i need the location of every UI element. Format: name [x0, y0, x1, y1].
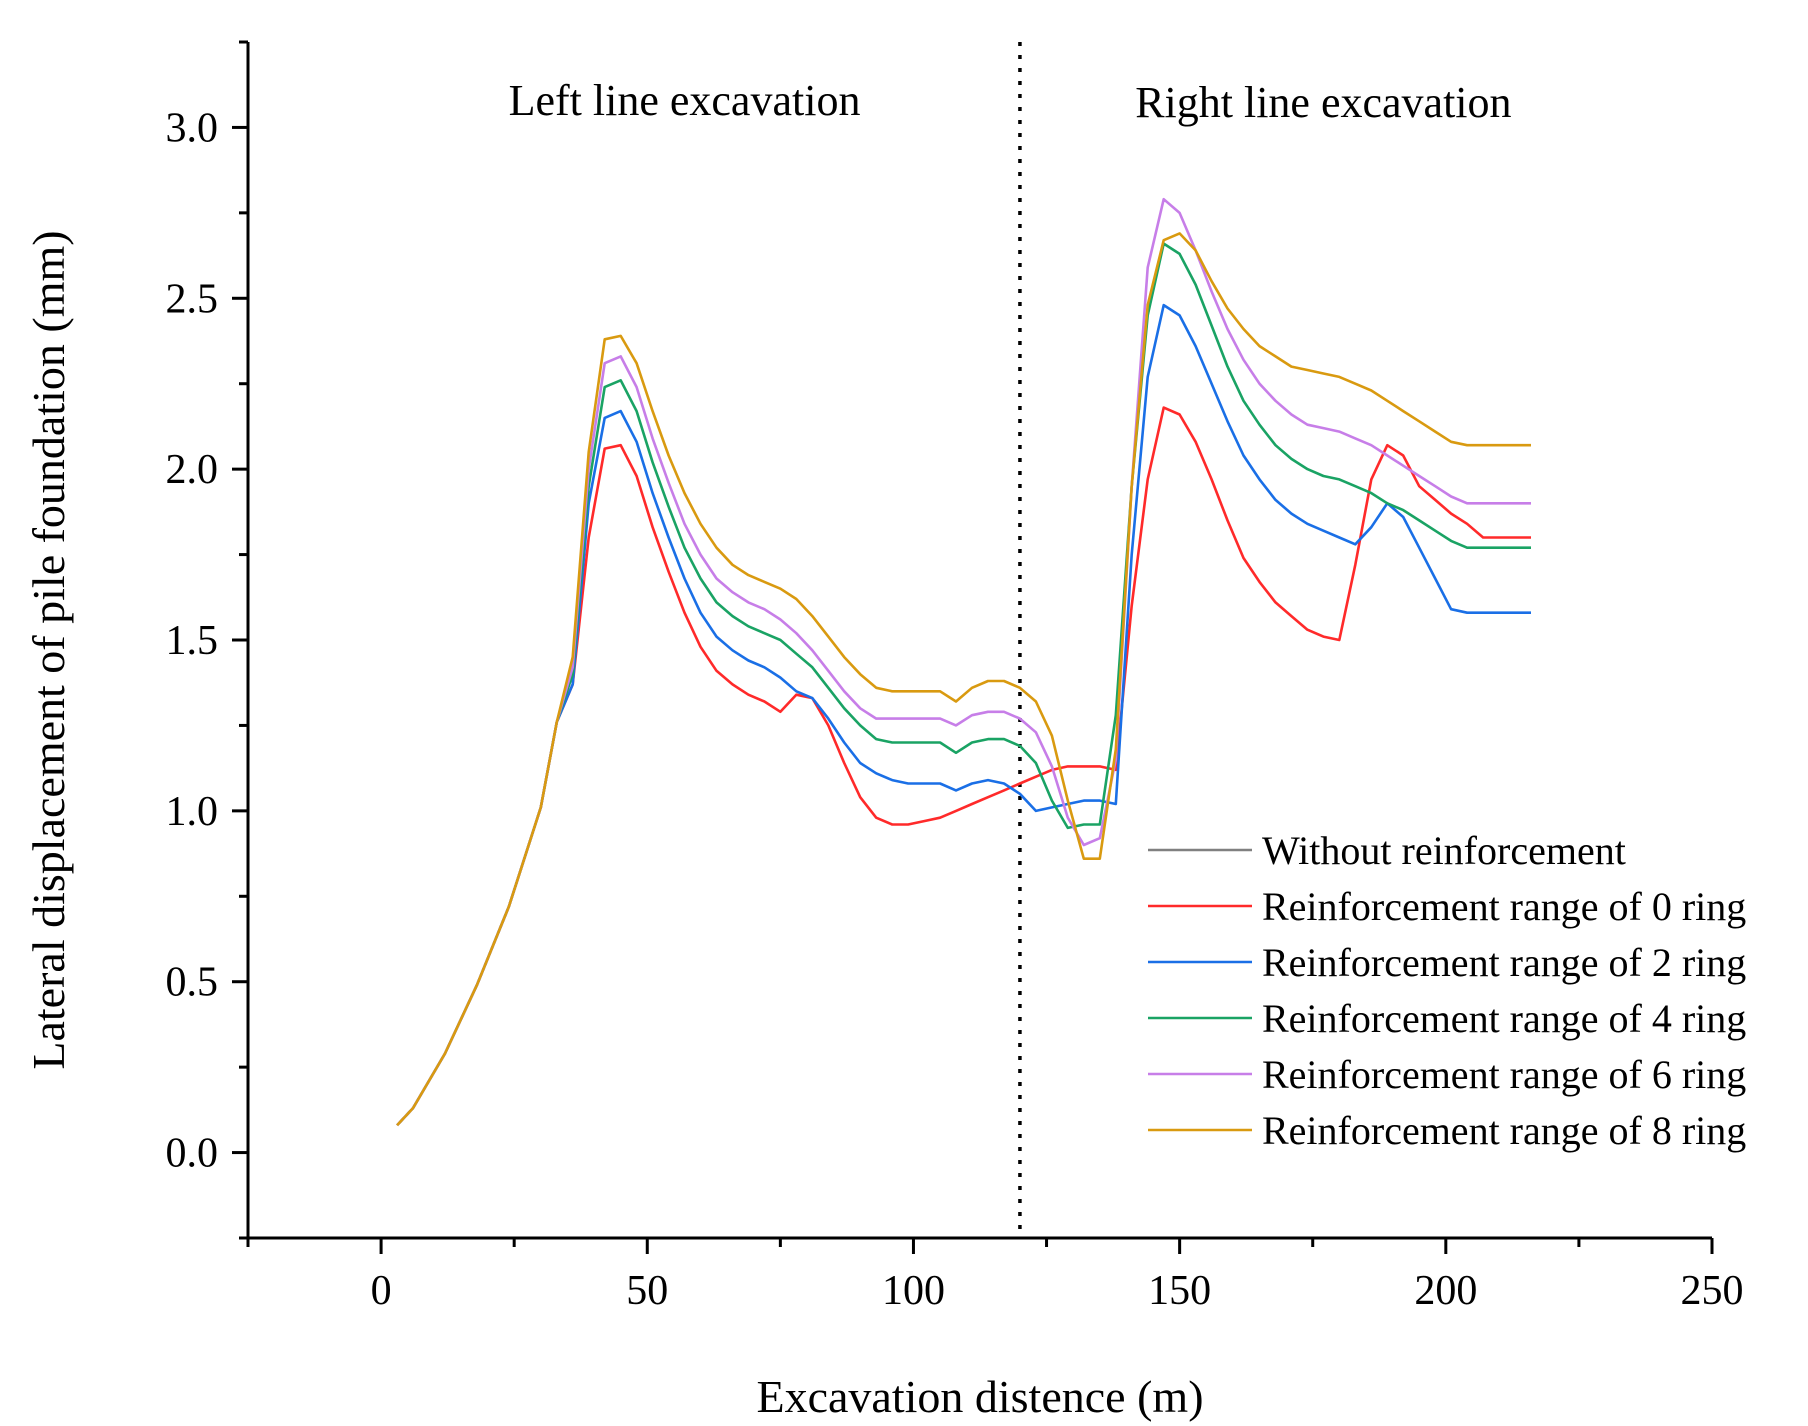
x-axis-title: Excavation distence (m) [756, 1371, 1203, 1422]
ticks-group: 0 50 100 150 200 250 0.0 0.5 1.0 1.5 2.0 2.5 3.0 [166, 40, 1744, 1314]
series-group [396, 197, 1531, 1127]
annotation-right-line: Right line excavation [1135, 78, 1511, 127]
series-line-1 [396, 406, 1531, 1127]
legend-label-1: Reinforcement range of 0 ring [1262, 884, 1746, 929]
legend-label-3: Reinforcement range of 4 ring [1262, 996, 1746, 1041]
annotation-left-line: Left line excavation [509, 76, 861, 125]
legend-label-4: Reinforcement range of 6 ring [1262, 1052, 1746, 1097]
legend-label-2: Reinforcement range of 2 ring [1262, 940, 1746, 985]
series-line-4 [396, 197, 1531, 1127]
legend-label-0: Without reinforcement [1262, 828, 1626, 873]
y-tick-label: 2.0 [166, 447, 219, 493]
x-tick-label: 200 [1414, 1268, 1477, 1314]
y-tick-label: 1.5 [166, 618, 219, 664]
series-line-5 [396, 232, 1531, 1127]
x-tick-label: 150 [1148, 1268, 1211, 1314]
y-axis-title: Lateral displacement of pile foundation … [23, 230, 74, 1069]
annotations-group: Left line excavation Right line excavatio… [509, 76, 1512, 127]
x-tick-label: 0 [371, 1268, 392, 1314]
legend: Without reinforcement Reinforcement range… [1148, 828, 1746, 1153]
legend-label-5: Reinforcement range of 8 ring [1262, 1108, 1746, 1153]
x-tick-label: 250 [1681, 1268, 1744, 1314]
series-line-2 [396, 303, 1531, 1127]
y-tick-label: 1.0 [166, 789, 219, 835]
y-tick-label: 0.5 [166, 960, 219, 1006]
y-tick-label: 2.5 [166, 276, 219, 322]
series-line-3 [396, 242, 1531, 1127]
axis-titles-group: Excavation distence (m) Lateral displacem… [23, 230, 1204, 1422]
y-tick-label: 3.0 [166, 105, 219, 151]
x-tick-label: 50 [626, 1268, 668, 1314]
y-tick-label: 0.0 [166, 1131, 219, 1177]
x-tick-label: 100 [882, 1268, 945, 1314]
